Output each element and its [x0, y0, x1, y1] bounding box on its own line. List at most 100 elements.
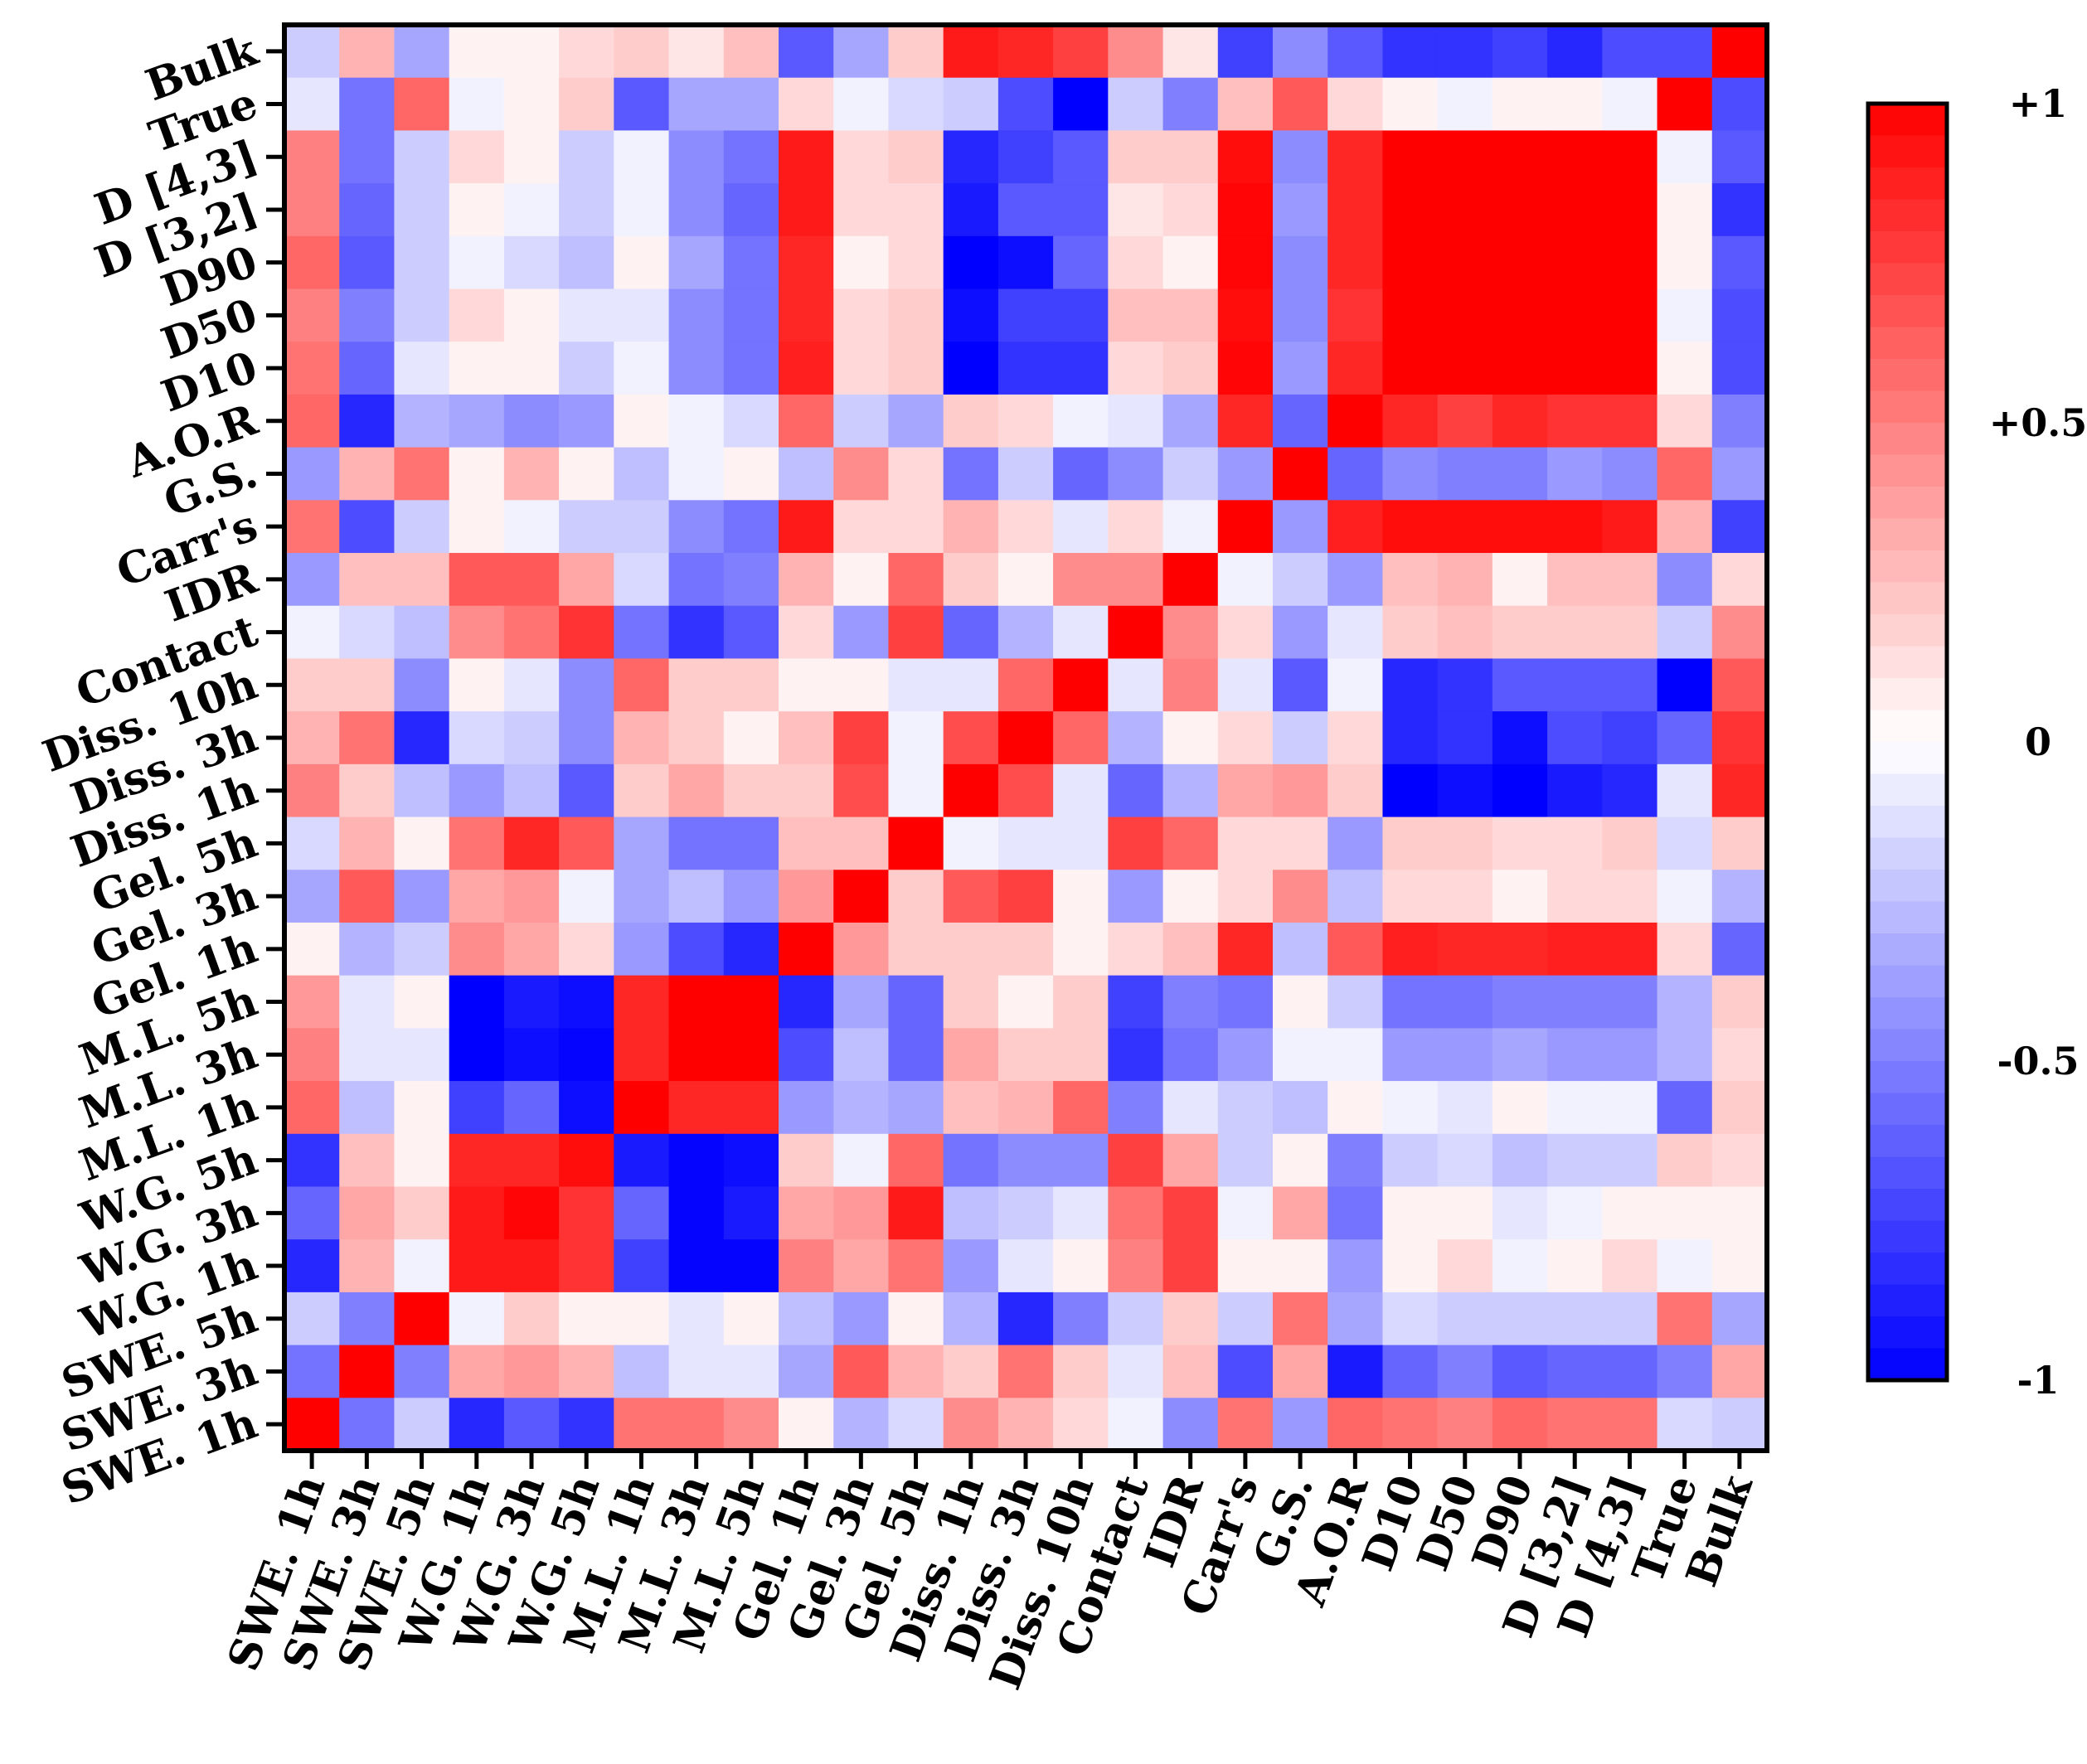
heatmap-cell	[888, 658, 944, 712]
heatmap-cell	[559, 711, 614, 765]
heatmap-cell	[1437, 975, 1493, 1029]
heatmap-cell	[1327, 817, 1384, 870]
heatmap-cell	[723, 1028, 779, 1082]
heatmap-cell	[779, 1239, 834, 1293]
heatmap-cell	[559, 183, 614, 237]
heatmap-cell	[943, 975, 999, 1029]
heatmap-cell	[1217, 605, 1274, 660]
heatmap-cell	[833, 553, 890, 607]
heatmap-cell	[943, 1345, 999, 1398]
heatmap-cell	[614, 342, 670, 395]
heatmap-cell	[1602, 1398, 1658, 1451]
heatmap-cell	[888, 922, 944, 976]
heatmap-cell	[668, 447, 725, 501]
colorbar-band	[1868, 199, 1947, 232]
heatmap-cell	[449, 1133, 505, 1188]
heatmap-cell	[339, 288, 396, 342]
heatmap-cell	[449, 922, 505, 976]
heatmap-cell	[1327, 1081, 1384, 1135]
heatmap-cell	[1492, 658, 1548, 712]
heatmap-cell	[503, 870, 560, 923]
heatmap-cell	[1602, 1186, 1658, 1240]
heatmap-cell	[1327, 870, 1384, 923]
heatmap-cell	[1547, 1239, 1603, 1293]
heatmap-cell	[1602, 605, 1658, 660]
heatmap-cell	[503, 130, 560, 184]
heatmap-cell	[1217, 235, 1274, 290]
heatmap-cell	[1162, 817, 1219, 870]
heatmap-cell	[449, 1028, 505, 1082]
heatmap-cell	[888, 605, 944, 660]
heatmap-cell	[1657, 1028, 1713, 1082]
heatmap-cell	[1602, 1345, 1658, 1398]
heatmap-cell	[1657, 1345, 1713, 1398]
heatmap-cell	[943, 817, 999, 870]
heatmap-cell	[1053, 25, 1109, 79]
heatmap-cell	[723, 1186, 779, 1240]
heatmap-cell	[1108, 394, 1164, 448]
heatmap-cell	[1547, 1186, 1603, 1240]
heatmap-cell	[1162, 500, 1219, 554]
heatmap-cell	[723, 817, 779, 870]
heatmap-cell	[779, 288, 834, 342]
heatmap-cell	[1437, 1028, 1493, 1082]
heatmap-cell	[1273, 1292, 1328, 1346]
heatmap-cell	[833, 447, 890, 501]
heatmap-cell	[1217, 77, 1274, 131]
heatmap-cell	[668, 553, 725, 607]
heatmap-cell	[614, 447, 670, 501]
heatmap-cell	[943, 1186, 999, 1240]
heatmap-cell	[888, 1186, 944, 1240]
heatmap-cell	[614, 1133, 670, 1188]
heatmap-cell	[1053, 711, 1109, 765]
heatmap-cell	[1547, 870, 1603, 923]
heatmap-cell	[1273, 605, 1328, 660]
colorbar-band	[1868, 423, 1947, 456]
colorbar-band	[1868, 327, 1947, 360]
heatmap-cell	[888, 500, 944, 554]
heatmap-cell	[1053, 975, 1109, 1029]
heatmap-cell	[1382, 500, 1439, 554]
heatmap-cell	[394, 605, 450, 660]
heatmap-cell	[1217, 922, 1274, 976]
heatmap-cell	[1217, 1133, 1274, 1188]
heatmap-cell	[943, 605, 999, 660]
heatmap-cell	[888, 870, 944, 923]
heatmap-cell	[559, 605, 614, 660]
heatmap-cell	[833, 975, 890, 1029]
heatmap-cell	[668, 1028, 725, 1082]
heatmap-cell	[888, 1239, 944, 1293]
heatmap-cell	[1217, 1345, 1274, 1398]
heatmap-cell	[503, 817, 560, 870]
heatmap-cell	[1108, 817, 1164, 870]
heatmap-cell	[1273, 763, 1328, 818]
heatmap-cell	[1217, 500, 1274, 554]
heatmap-cell	[668, 975, 725, 1029]
heatmap-cell	[1547, 658, 1603, 712]
heatmap-cell	[1492, 447, 1548, 501]
heatmap-cell	[888, 1398, 944, 1451]
heatmap-cell	[1437, 1345, 1493, 1398]
heatmap-cell	[1217, 1186, 1274, 1240]
heatmap-cell	[559, 342, 614, 395]
heatmap-cell	[1657, 1186, 1713, 1240]
heatmap-cell	[1437, 288, 1493, 342]
colorbar-band	[1868, 295, 1947, 328]
heatmap-cell	[1162, 605, 1219, 660]
heatmap-cell	[1437, 763, 1493, 818]
heatmap-cell	[779, 553, 834, 607]
heatmap-cell	[668, 183, 725, 237]
heatmap-cell	[1492, 130, 1548, 184]
heatmap-cell	[503, 1028, 560, 1082]
heatmap-cell	[1711, 975, 1768, 1029]
heatmap-cell	[1273, 870, 1328, 923]
heatmap-cell	[394, 77, 450, 131]
heatmap-cell	[614, 130, 670, 184]
heatmap-cell	[559, 77, 614, 131]
heatmap-cell	[943, 342, 999, 395]
heatmap-cell	[779, 1081, 834, 1135]
heatmap-cell	[1547, 183, 1603, 237]
colorbar-band	[1868, 263, 1947, 296]
heatmap-cell	[1162, 553, 1219, 607]
